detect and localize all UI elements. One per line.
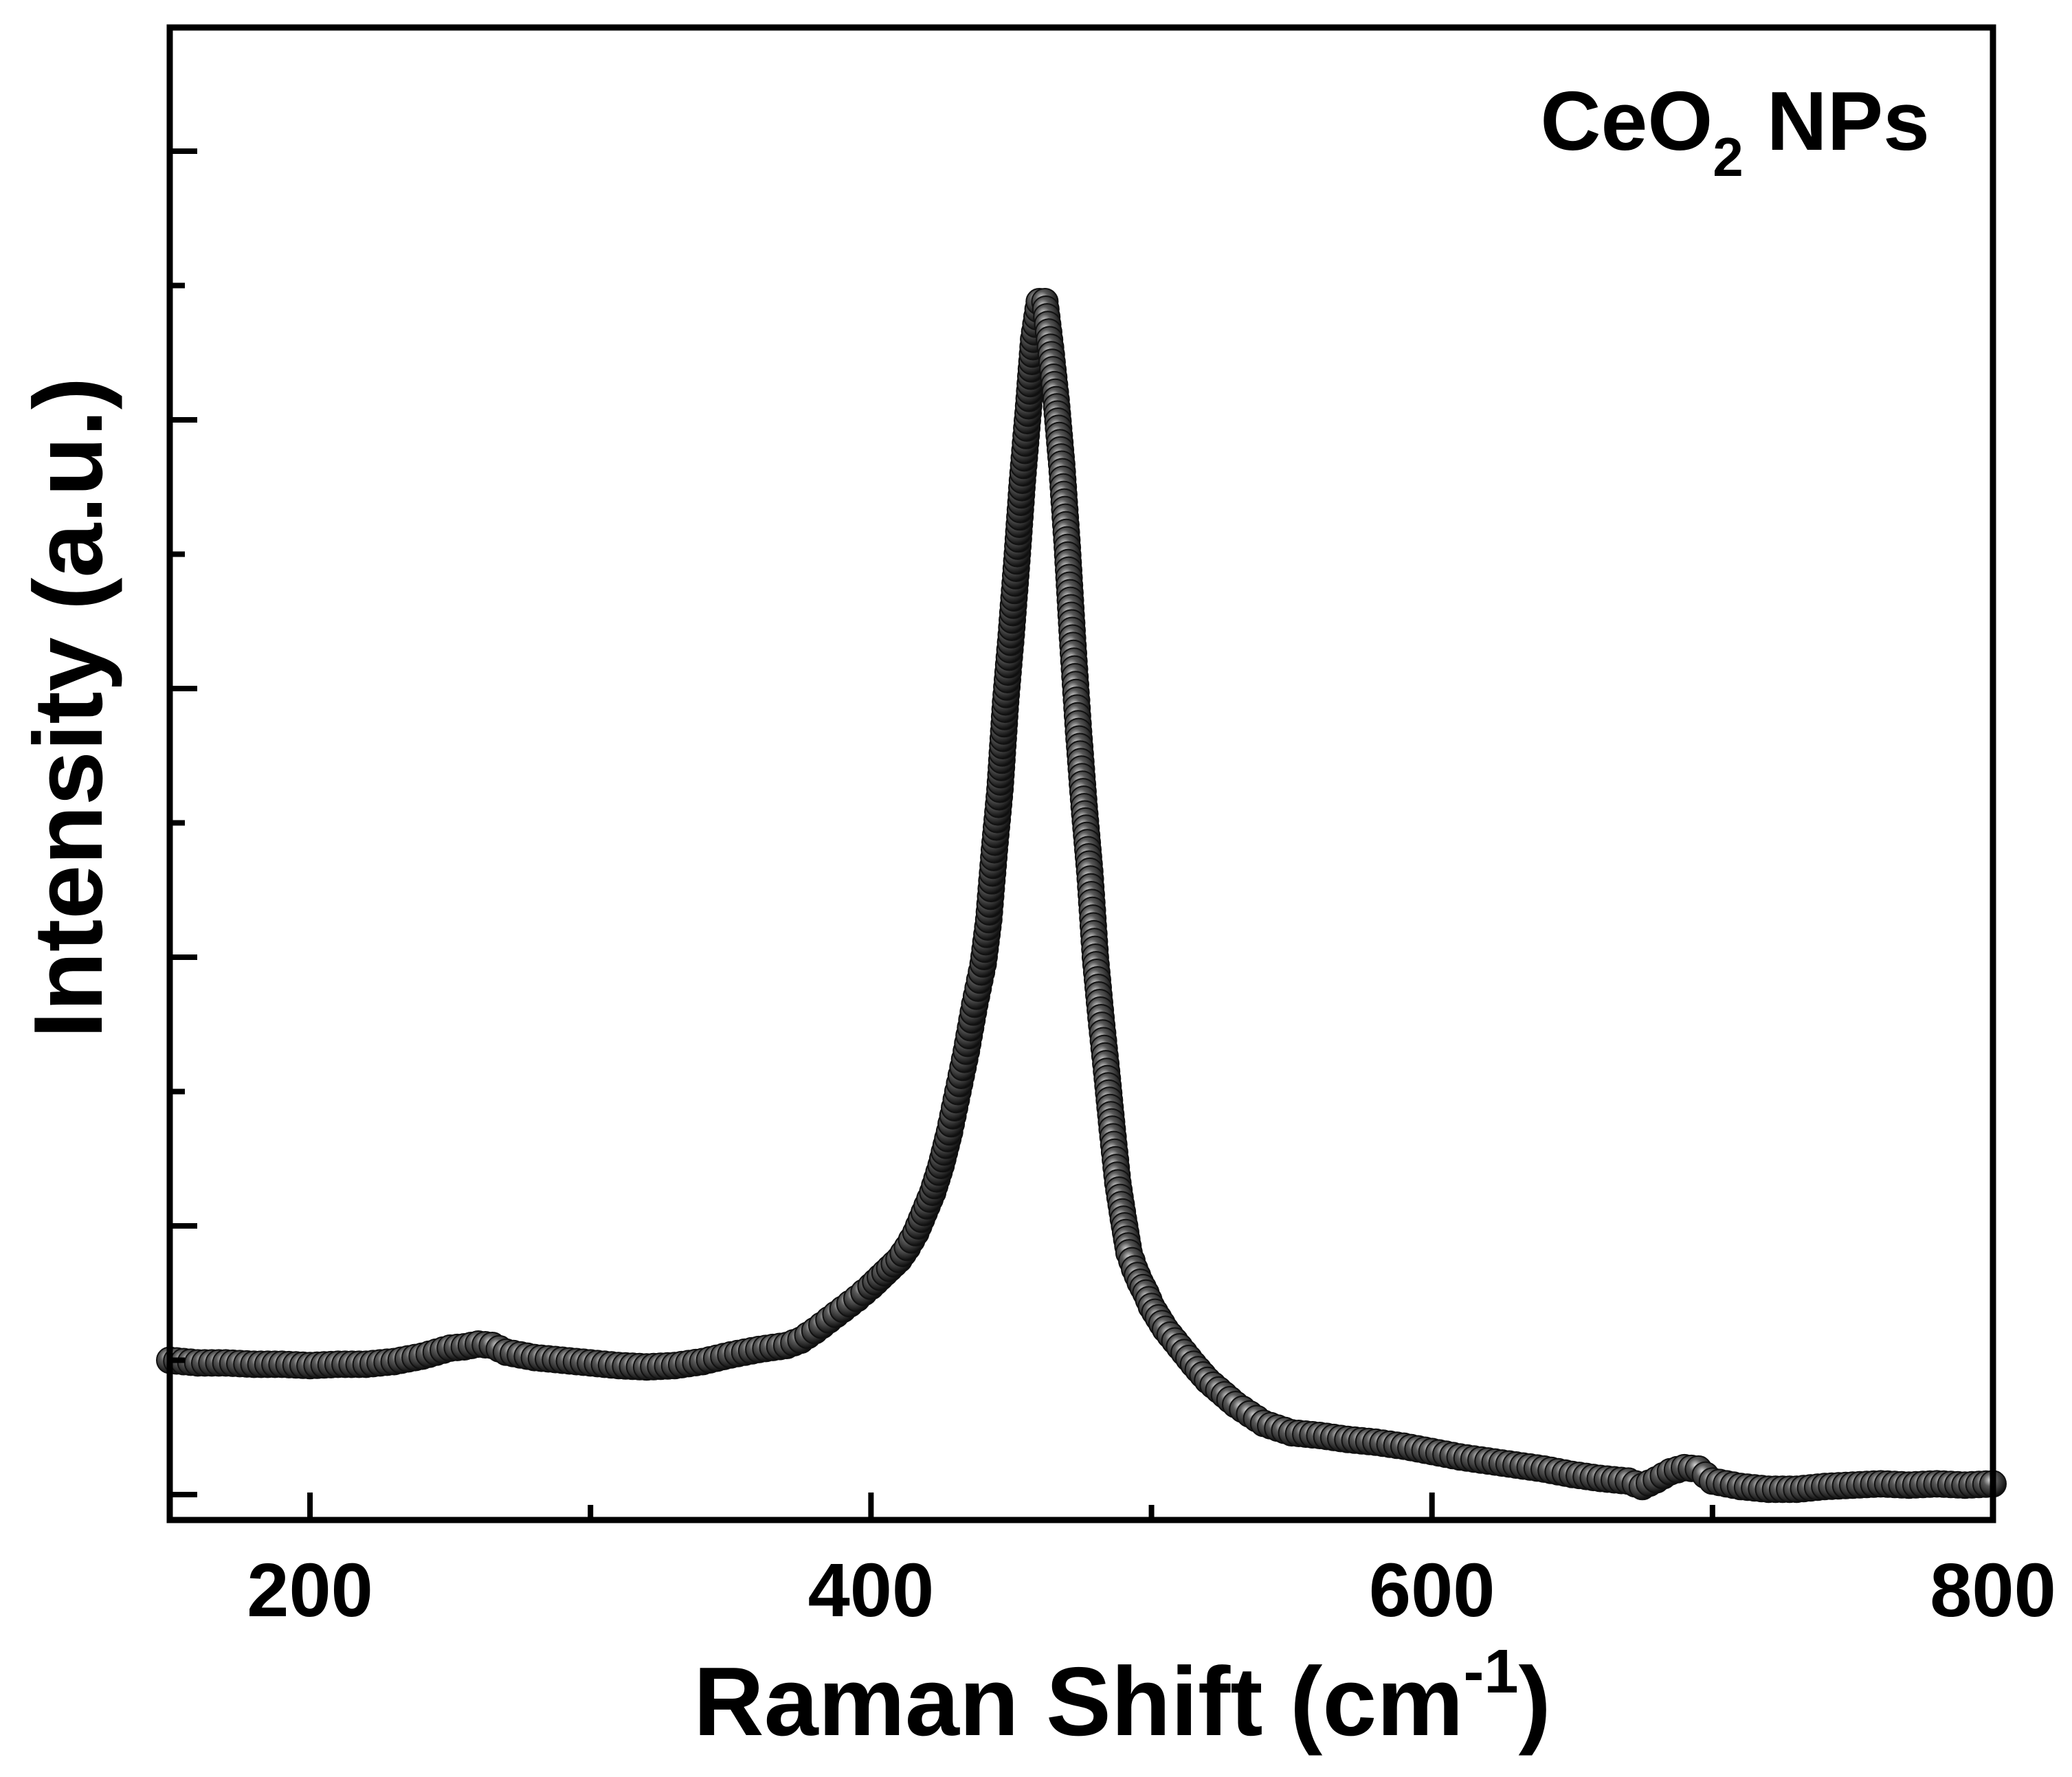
plot-layer bbox=[156, 288, 2007, 1504]
axis-layer: 200 400 600 800 bbox=[170, 148, 2056, 1633]
x-tick-label: 400 bbox=[808, 1548, 935, 1633]
plot-frame bbox=[166, 24, 1996, 1523]
x-tick-label: 800 bbox=[1930, 1548, 2056, 1633]
y-axis-label: Intensity (a.u.) bbox=[14, 377, 123, 1039]
x-tick-label: 600 bbox=[1369, 1548, 1495, 1633]
x-axis-label: Raman Shift (cm-1) bbox=[693, 1638, 1551, 1756]
chart-annotation: CeO2 NPs bbox=[1540, 74, 1930, 188]
x-tick-label: 200 bbox=[247, 1548, 373, 1633]
